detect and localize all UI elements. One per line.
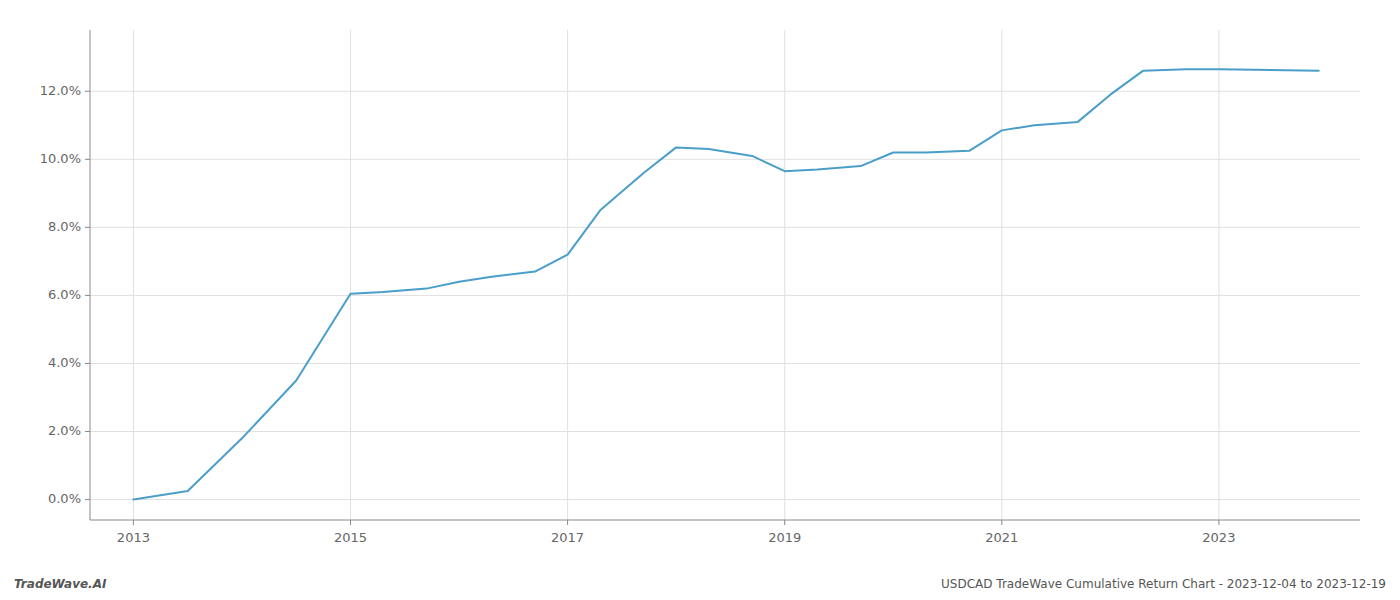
x-tick — [1218, 520, 1219, 525]
y-tick — [85, 363, 90, 364]
x-tick-label: 2023 — [1202, 530, 1235, 545]
y-grid-line — [90, 227, 1360, 228]
y-tick-label: 6.0% — [48, 287, 81, 302]
y-axis-line — [90, 30, 91, 520]
y-tick-label: 8.0% — [48, 219, 81, 234]
y-tick-label: 0.0% — [48, 491, 81, 506]
x-grid-line — [784, 30, 785, 520]
x-tick — [1001, 520, 1002, 525]
x-tick-label: 2019 — [768, 530, 801, 545]
x-tick-label: 2021 — [985, 530, 1018, 545]
y-grid-line — [90, 431, 1360, 432]
grid — [90, 30, 1360, 520]
x-tick-label: 2017 — [551, 530, 584, 545]
y-tick-label: 4.0% — [48, 355, 81, 370]
x-tick-label: 2015 — [334, 530, 367, 545]
footer-right: USDCAD TradeWave Cumulative Return Chart… — [941, 577, 1386, 591]
y-tick — [85, 227, 90, 228]
y-tick — [85, 431, 90, 432]
x-tick-label: 2013 — [117, 530, 150, 545]
x-grid-line — [1218, 30, 1219, 520]
y-grid-line — [90, 295, 1360, 296]
y-tick — [85, 91, 90, 92]
y-grid-line — [90, 159, 1360, 160]
y-tick — [85, 499, 90, 500]
plot-data — [133, 69, 1318, 499]
x-grid-line — [350, 30, 351, 520]
y-tick-label: 12.0% — [40, 83, 81, 98]
y-tick-label: 10.0% — [40, 151, 81, 166]
x-tick — [133, 520, 134, 525]
y-tick — [85, 295, 90, 296]
x-grid-line — [567, 30, 568, 520]
x-tick — [567, 520, 568, 525]
y-grid-line — [90, 363, 1360, 364]
y-grid-line — [90, 499, 1360, 500]
x-tick — [784, 520, 785, 525]
page: {"chart_data": {"type": "line", "x": [20… — [0, 0, 1400, 600]
x-grid-line — [1001, 30, 1002, 520]
x-grid-line — [133, 30, 134, 520]
x-tick — [350, 520, 351, 525]
axes: 0.0% 2.0% 4.0% 6.0% 8.0% 10.0% 12.0% 2013 2015 20… — [40, 30, 1360, 545]
y-grid-line — [90, 91, 1360, 92]
y-tick-label: 2.0% — [48, 423, 81, 438]
chart: 0.0% 2.0% 4.0% 6.0% 8.0% 10.0% 12.0% 2013 2015 20… — [0, 0, 1400, 600]
y-tick — [85, 159, 90, 160]
footer-left: TradeWave.AI — [14, 577, 107, 591]
x-axis-line — [90, 520, 1360, 521]
data-line — [133, 69, 1318, 499]
